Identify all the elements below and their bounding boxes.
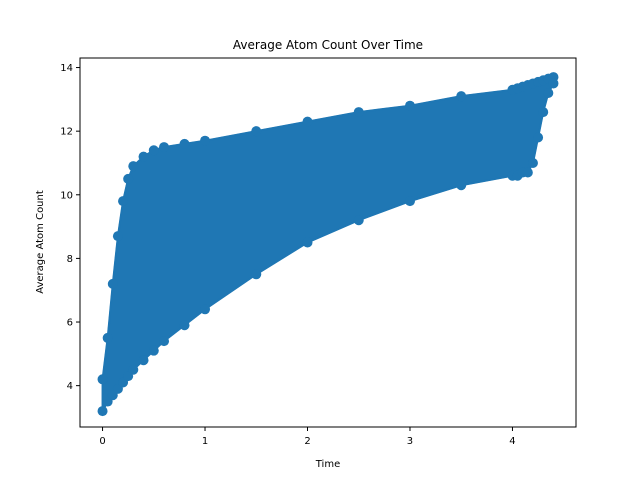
data-point xyxy=(456,180,467,191)
data-point xyxy=(128,161,139,172)
y-tick-label: 6 xyxy=(67,318,73,329)
y-axis-label: Average Atom Count xyxy=(35,190,46,294)
data-point xyxy=(128,364,139,375)
data-point xyxy=(456,91,467,102)
data-point xyxy=(123,173,134,184)
y-axis: 4 6 8 10 12 14 xyxy=(60,63,80,392)
data-point xyxy=(251,126,262,137)
chart-title: Average Atom Count Over Time xyxy=(233,38,423,52)
data-point xyxy=(302,237,313,248)
data-point xyxy=(251,269,262,280)
plot-area xyxy=(97,72,559,417)
data-point xyxy=(159,142,170,153)
data-point xyxy=(138,151,149,162)
x-tick-label: 0 xyxy=(99,436,105,447)
data-point xyxy=(159,336,170,347)
data-point xyxy=(97,406,108,417)
data-point xyxy=(148,145,159,156)
y-tick-label: 8 xyxy=(67,254,73,265)
data-point xyxy=(97,374,108,385)
data-point xyxy=(200,135,211,146)
y-tick-label: 14 xyxy=(60,63,73,74)
x-axis: 0 1 2 3 4 xyxy=(99,427,516,447)
data-point xyxy=(353,107,364,118)
data-point xyxy=(107,278,118,289)
x-tick-label: 4 xyxy=(509,436,515,447)
data-point xyxy=(179,320,190,331)
y-tick-label: 4 xyxy=(67,381,73,392)
data-point xyxy=(522,167,533,178)
data-point xyxy=(543,87,554,98)
data-point xyxy=(404,100,415,111)
data-point xyxy=(118,196,129,207)
x-tick-label: 1 xyxy=(202,436,208,447)
data-point xyxy=(302,116,313,127)
data-point xyxy=(200,304,211,315)
x-axis-label: Time xyxy=(315,459,340,470)
x-tick-label: 3 xyxy=(407,436,413,447)
data-point xyxy=(148,345,159,356)
data-point xyxy=(179,138,190,149)
data-point xyxy=(533,132,544,143)
axes-frame xyxy=(79,57,577,428)
data-point xyxy=(548,78,559,89)
data-point xyxy=(538,107,549,118)
data-point xyxy=(404,196,415,207)
x-tick-label: 2 xyxy=(304,436,310,447)
data-point xyxy=(112,231,123,242)
y-tick-label: 10 xyxy=(60,190,73,201)
data-point xyxy=(102,332,113,343)
data-point xyxy=(138,355,149,366)
y-tick-label: 12 xyxy=(60,127,73,138)
data-point xyxy=(353,215,364,226)
data-point xyxy=(527,157,538,168)
